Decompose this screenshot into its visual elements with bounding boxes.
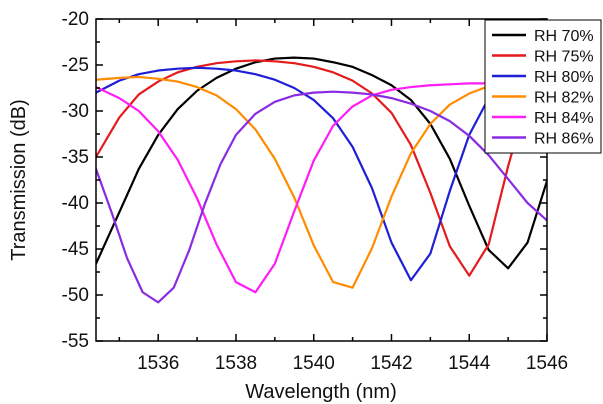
- legend-label-6: RH 86%: [534, 131, 594, 148]
- legend-label-2: RH 75%: [534, 49, 594, 66]
- series-line-3: [96, 61, 547, 282]
- plot-frame: [95, 18, 548, 342]
- series-line-2: [96, 59, 547, 277]
- legend: RH 70% RH 75% RH 80% RH 82% RH 84% RH 86%: [484, 19, 602, 154]
- series-line-5: [96, 82, 547, 294]
- series-line-4: [96, 75, 547, 289]
- y-tick-label-2: -50: [62, 285, 89, 306]
- legend-box: [484, 19, 602, 154]
- y-axis-title: Transmission (dB): [8, 99, 30, 261]
- y-tick-label-1: -55: [62, 331, 89, 352]
- series-line-6: [96, 90, 547, 304]
- series-line-1: [96, 56, 547, 270]
- ticks-layer: 1536 1538 1540 1542 1544 1546 -55 -50 -45 -40 -35 -…: [62, 9, 569, 374]
- plot-layer: [96, 56, 547, 304]
- legend-label-5: RH 84%: [534, 110, 594, 127]
- y-tick-label-8: -20: [62, 9, 89, 30]
- x-axis-title: Wavelength (nm): [245, 381, 397, 403]
- y-tick-label-6: -30: [62, 101, 89, 122]
- legend-label-3: RH 80%: [534, 69, 594, 86]
- x-tick-label-3: 1540: [293, 353, 335, 374]
- x-tick-label-6: 1546: [526, 353, 568, 374]
- y-tick-label-7: -25: [62, 55, 89, 76]
- x-tick-label-1: 1536: [137, 353, 179, 374]
- legend-label-1: RH 70%: [534, 28, 594, 45]
- x-tick-label-4: 1542: [370, 353, 412, 374]
- y-tick-label-3: -45: [62, 239, 89, 260]
- y-tick-label-5: -35: [62, 147, 89, 168]
- legend-label-4: RH 82%: [534, 90, 594, 107]
- x-tick-label-5: 1544: [448, 353, 491, 374]
- x-tick-label-2: 1538: [215, 353, 257, 374]
- y-tick-label-4: -40: [62, 193, 89, 214]
